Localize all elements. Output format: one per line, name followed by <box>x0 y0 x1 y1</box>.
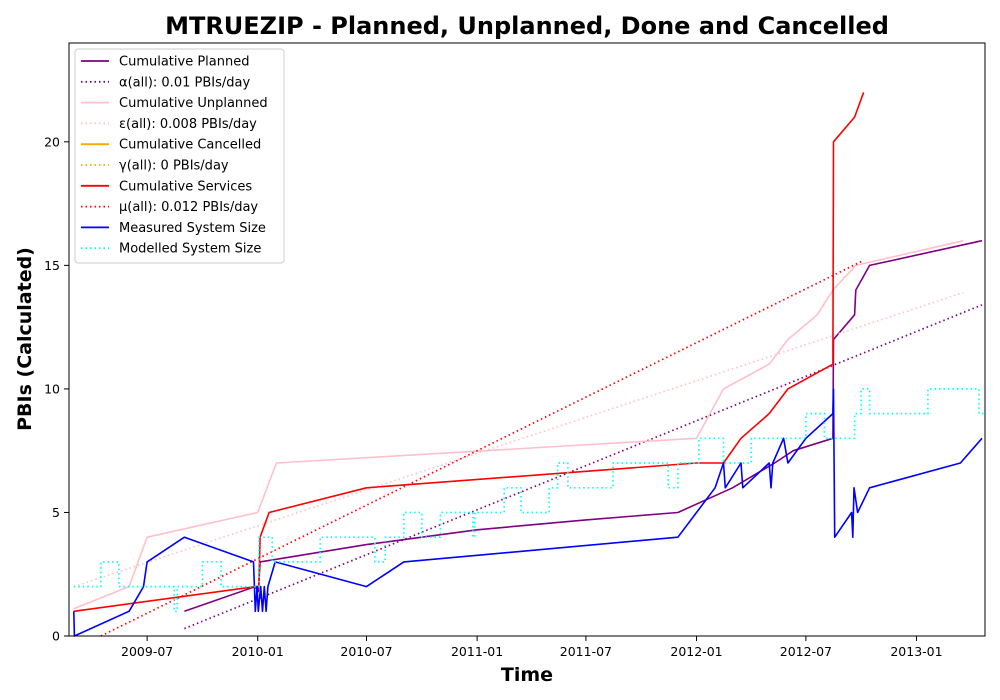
legend-label: Cumulative Cancelled <box>119 138 261 153</box>
legend-label: Cumulative Planned <box>119 55 249 70</box>
y-axis-label: PBIs (Calculated) <box>14 247 36 431</box>
series-line-10 <box>73 388 985 613</box>
x-tick-label: 2011-01 <box>451 644 503 659</box>
x-tick-label: 2012-07 <box>780 644 832 659</box>
x-axis-ticks: 2009-07 2010-01 2010-07 2011-01 2011-07 2012-… <box>121 636 943 659</box>
y-tick-label: 20 <box>44 134 60 149</box>
legend-label: μ(all): 0.012 PBIs/day <box>119 200 258 215</box>
x-tick-label: 2011-07 <box>560 644 612 659</box>
plot-frame <box>68 42 986 637</box>
y-tick-label: 5 <box>52 505 60 520</box>
series-line-4 <box>73 291 964 588</box>
y-tick-label: 0 <box>52 629 60 644</box>
legend-label: ε(all): 0.008 PBIs/day <box>119 117 257 132</box>
x-tick-label: 2010-07 <box>340 644 392 659</box>
x-axis-label: Time <box>501 664 553 686</box>
chart-title: MTRUEZIP - Planned, Unplanned, Done and … <box>165 12 889 40</box>
y-tick-label: 10 <box>44 381 60 396</box>
x-tick-label: 2009-07 <box>121 644 173 659</box>
x-tick-label: 2010-01 <box>232 644 284 659</box>
plot-lines <box>73 92 985 637</box>
y-tick-label: 15 <box>44 258 60 273</box>
legend: Cumulative Planned α(all): 0.01 PBIs/day C… <box>74 48 285 264</box>
legend-box <box>74 48 285 264</box>
legend-label: α(all): 0.01 PBIs/day <box>119 75 250 90</box>
legend-label: Cumulative Services <box>119 179 252 194</box>
series-line-9 <box>73 388 983 637</box>
y-axis-ticks: 0 5 10 15 20 <box>44 134 69 644</box>
legend-label: γ(all): 0 PBIs/day <box>119 159 229 174</box>
x-tick-label: 2013-01 <box>890 644 942 659</box>
x-tick-label: 2012-01 <box>670 644 722 659</box>
legend-label: Cumulative Unplanned <box>119 96 268 111</box>
legend-label: Modelled System Size <box>119 242 261 257</box>
legend-label: Measured System Size <box>119 221 266 236</box>
